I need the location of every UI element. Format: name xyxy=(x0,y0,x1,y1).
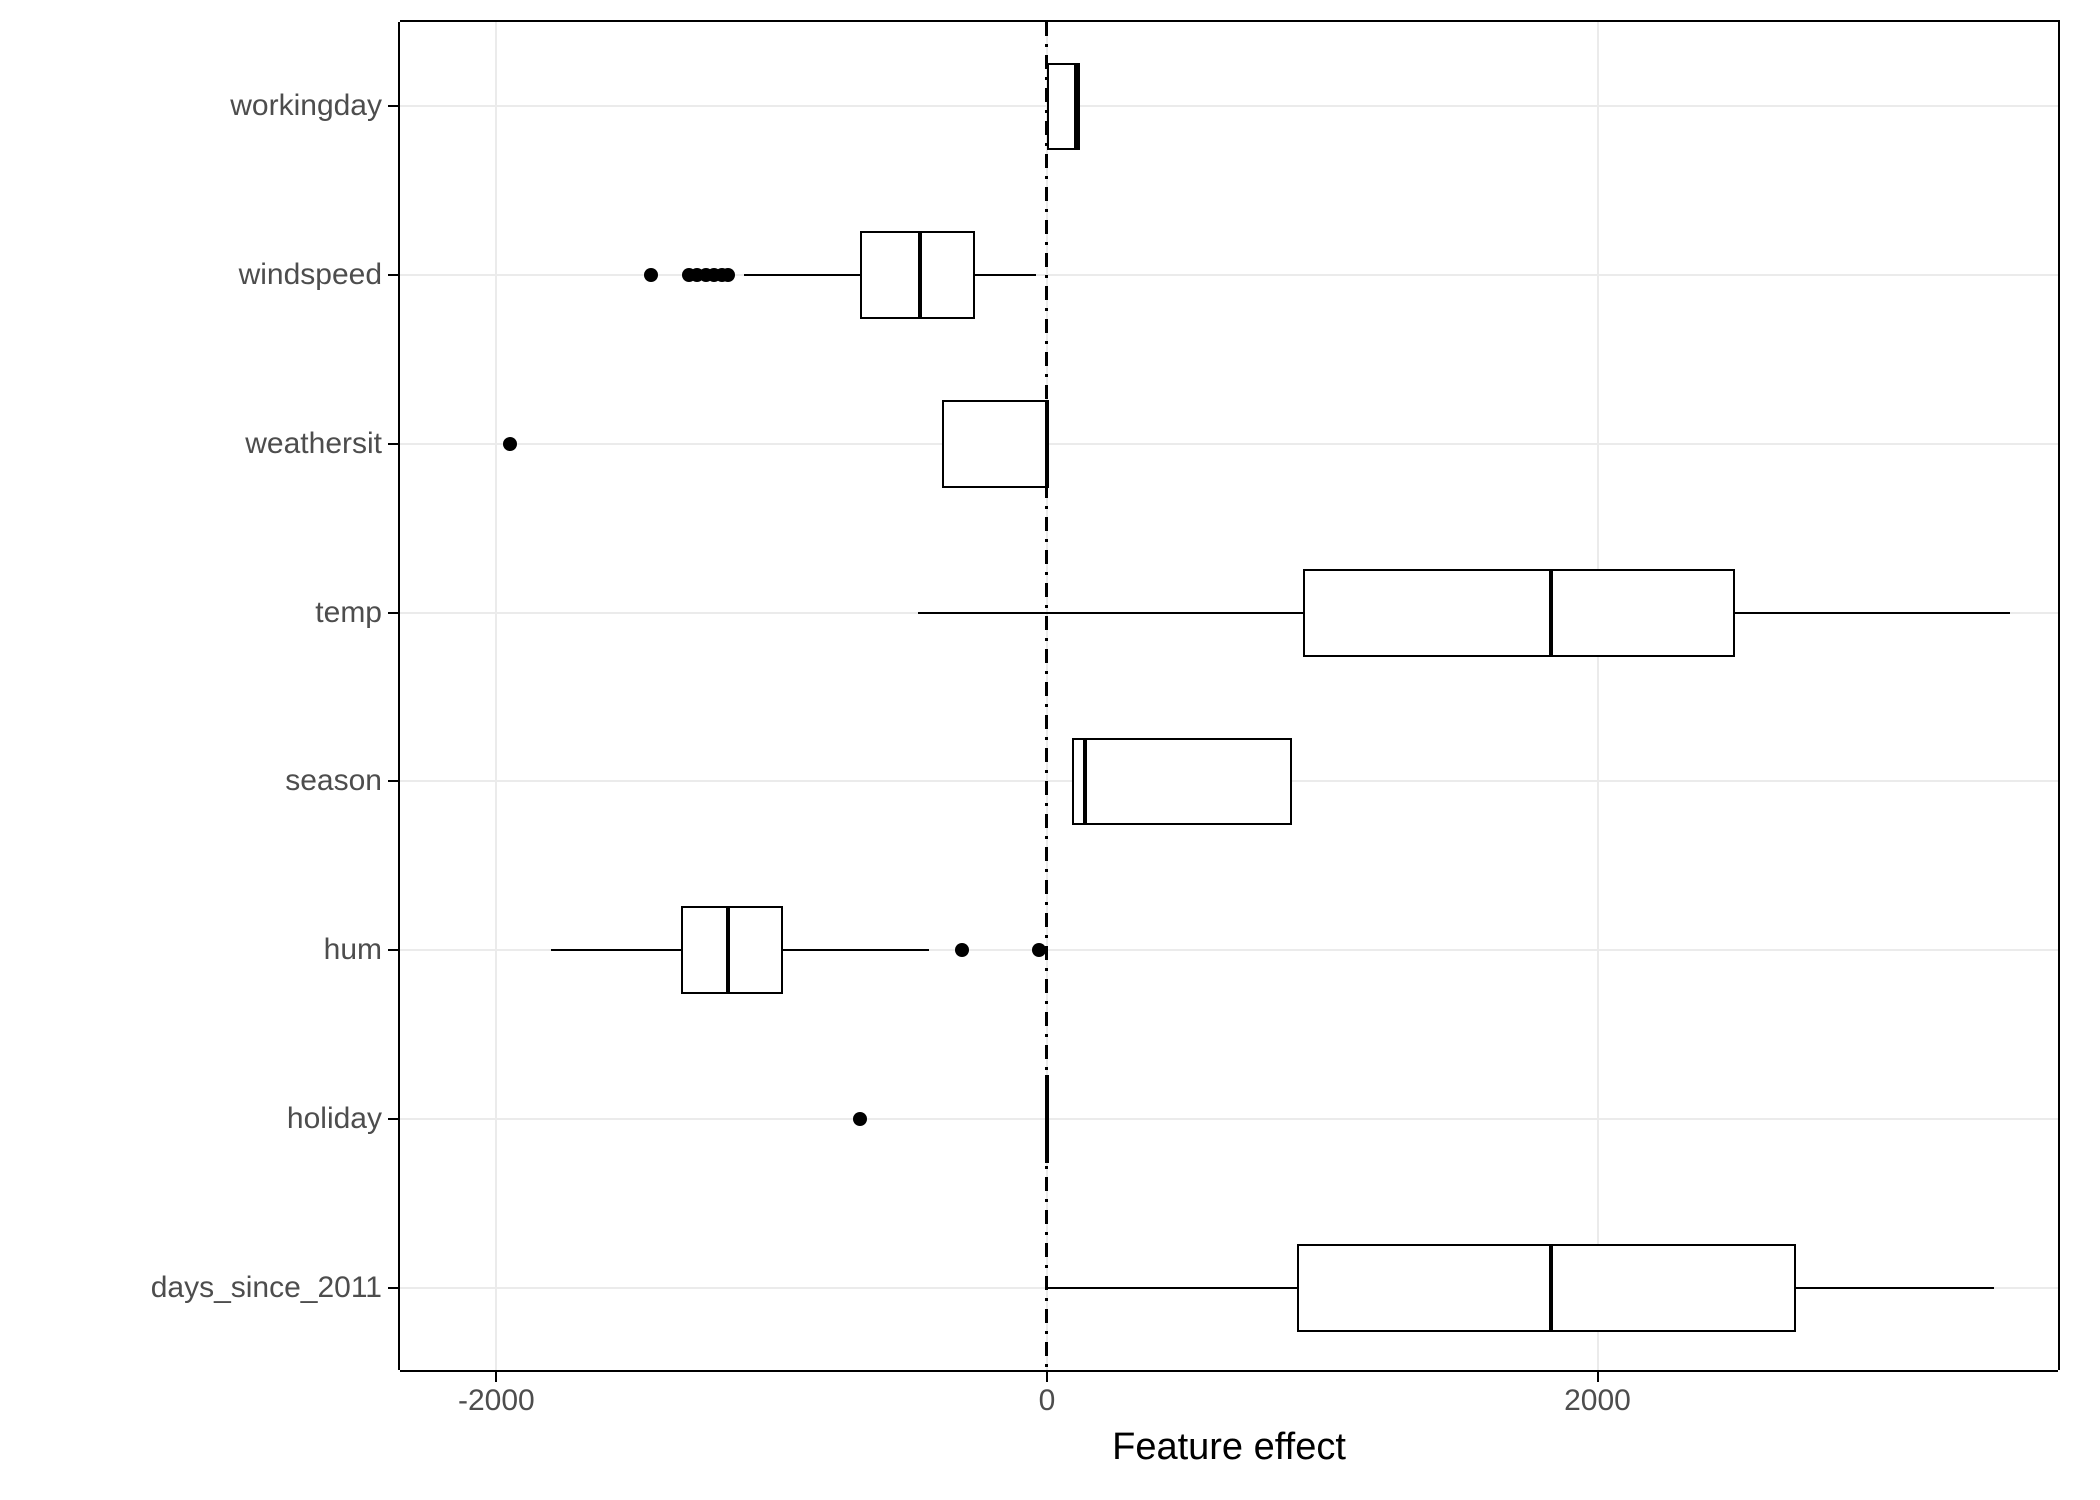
x-axis-line xyxy=(400,1370,2058,1372)
plot-panel: Feature effect -200002000workingdaywinds… xyxy=(400,20,2060,1370)
gridline-h xyxy=(400,1118,2058,1120)
y-tick-label: season xyxy=(285,764,382,798)
median xyxy=(1045,400,1049,488)
y-tick xyxy=(388,105,398,107)
box xyxy=(681,906,783,994)
y-tick-label: windspeed xyxy=(239,258,382,292)
gridline-v xyxy=(1597,22,1599,1370)
x-tick xyxy=(1046,1372,1048,1382)
median xyxy=(1074,63,1078,151)
box xyxy=(1297,1244,1795,1332)
gridline-h xyxy=(400,105,2058,107)
y-tick-label: holiday xyxy=(287,1102,382,1136)
median xyxy=(918,231,922,319)
outlier xyxy=(955,943,969,957)
y-tick-label: workingday xyxy=(230,89,382,123)
y-tick xyxy=(388,274,398,276)
outlier xyxy=(644,268,658,282)
x-tick xyxy=(495,1372,497,1382)
median xyxy=(1549,569,1553,657)
y-tick-label: temp xyxy=(315,596,382,630)
x-tick-label: 0 xyxy=(1039,1384,1056,1418)
median xyxy=(1549,1244,1553,1332)
box xyxy=(1303,569,1735,657)
outlier xyxy=(503,437,517,451)
y-tick xyxy=(388,1118,398,1120)
x-axis-title: Feature effect xyxy=(1112,1426,1346,1469)
y-tick xyxy=(388,612,398,614)
outlier xyxy=(1032,943,1046,957)
median xyxy=(1045,1075,1049,1163)
y-tick xyxy=(388,1287,398,1289)
zero-reference-line xyxy=(1045,22,1048,1370)
median xyxy=(726,906,730,994)
y-tick xyxy=(388,949,398,951)
box xyxy=(942,400,1047,488)
y-tick-label: hum xyxy=(324,933,382,967)
box xyxy=(1072,738,1292,826)
feature-effect-boxplot: Feature effect -2000 0 2000 workingday winds… xyxy=(0,0,2100,1500)
y-tick xyxy=(388,780,398,782)
outlier xyxy=(853,1112,867,1126)
y-axis-line xyxy=(398,22,400,1370)
x-tick-label: 2000 xyxy=(1564,1384,1631,1418)
gridline-h xyxy=(400,443,2058,445)
x-tick-label: -2000 xyxy=(458,1384,535,1418)
outlier xyxy=(721,268,735,282)
y-tick-label: weathersit xyxy=(245,427,382,461)
gridline-v xyxy=(495,22,497,1370)
y-tick-label: days_since_2011 xyxy=(151,1271,382,1305)
y-tick xyxy=(388,443,398,445)
median xyxy=(1083,738,1087,826)
x-tick xyxy=(1597,1372,1599,1382)
